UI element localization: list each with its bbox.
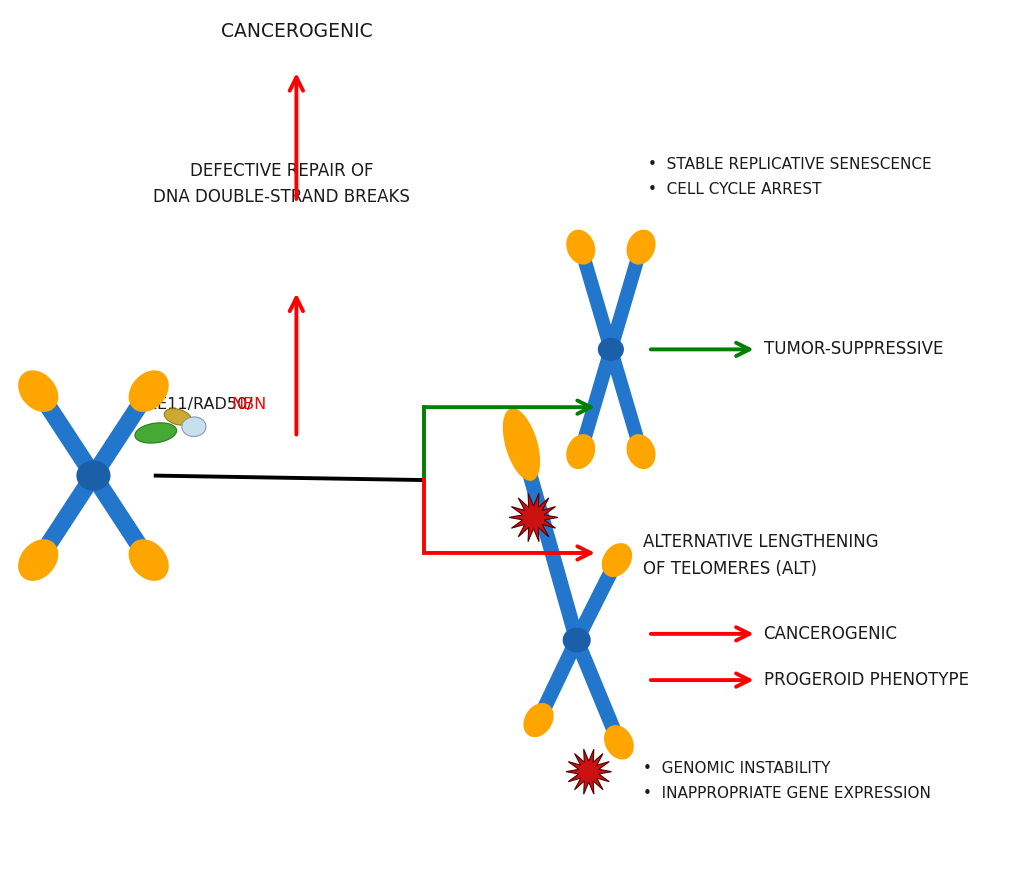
Ellipse shape bbox=[523, 703, 553, 737]
Ellipse shape bbox=[128, 371, 168, 412]
Ellipse shape bbox=[603, 725, 633, 759]
Polygon shape bbox=[574, 245, 618, 351]
Circle shape bbox=[597, 338, 624, 361]
Text: DEFECTIVE REPAIR OF: DEFECTIVE REPAIR OF bbox=[190, 162, 373, 180]
Polygon shape bbox=[514, 443, 584, 642]
Polygon shape bbox=[603, 348, 647, 453]
Ellipse shape bbox=[128, 540, 168, 581]
Polygon shape bbox=[566, 749, 611, 794]
Text: PROGEROID PHENOTYPE: PROGEROID PHENOTYPE bbox=[763, 671, 968, 689]
Polygon shape bbox=[31, 387, 101, 480]
Circle shape bbox=[562, 628, 590, 653]
Text: CANCEROGENIC: CANCEROGENIC bbox=[220, 21, 372, 41]
Polygon shape bbox=[569, 637, 626, 745]
Ellipse shape bbox=[18, 371, 58, 412]
Ellipse shape bbox=[626, 434, 655, 469]
Ellipse shape bbox=[626, 229, 655, 265]
Text: TUMOR-SUPPRESSIVE: TUMOR-SUPPRESSIVE bbox=[763, 340, 942, 358]
Ellipse shape bbox=[566, 434, 595, 469]
Polygon shape bbox=[574, 348, 618, 453]
Ellipse shape bbox=[135, 423, 176, 443]
Text: •  INAPPROPRIATE GENE EXPRESSION: • INAPPROPRIATE GENE EXPRESSION bbox=[642, 787, 930, 801]
Text: ALTERNATIVE LENGTHENING: ALTERNATIVE LENGTHENING bbox=[642, 533, 877, 551]
Polygon shape bbox=[508, 493, 557, 541]
Polygon shape bbox=[86, 387, 156, 480]
Text: OF TELOMERES (ALT): OF TELOMERES (ALT) bbox=[642, 560, 816, 578]
Polygon shape bbox=[603, 245, 647, 351]
Polygon shape bbox=[531, 637, 583, 723]
Text: •  STABLE REPLICATIVE SENESCENCE: • STABLE REPLICATIVE SENESCENCE bbox=[647, 157, 930, 172]
Polygon shape bbox=[86, 471, 156, 565]
Ellipse shape bbox=[502, 408, 540, 481]
Polygon shape bbox=[31, 471, 101, 565]
Ellipse shape bbox=[164, 409, 192, 425]
Ellipse shape bbox=[181, 417, 206, 436]
Text: NBN: NBN bbox=[231, 397, 266, 412]
Circle shape bbox=[76, 461, 110, 491]
Ellipse shape bbox=[566, 229, 595, 265]
Ellipse shape bbox=[601, 543, 632, 577]
Text: •  GENOMIC INSTABILITY: • GENOMIC INSTABILITY bbox=[642, 762, 829, 776]
Polygon shape bbox=[570, 557, 624, 643]
Text: MRE11/RAD50/: MRE11/RAD50/ bbox=[132, 397, 253, 412]
Text: •  CELL CYCLE ARREST: • CELL CYCLE ARREST bbox=[647, 182, 820, 196]
Text: DNA DOUBLE-STRAND BREAKS: DNA DOUBLE-STRAND BREAKS bbox=[153, 188, 410, 206]
Ellipse shape bbox=[18, 540, 58, 581]
Text: CANCEROGENIC: CANCEROGENIC bbox=[763, 625, 897, 643]
